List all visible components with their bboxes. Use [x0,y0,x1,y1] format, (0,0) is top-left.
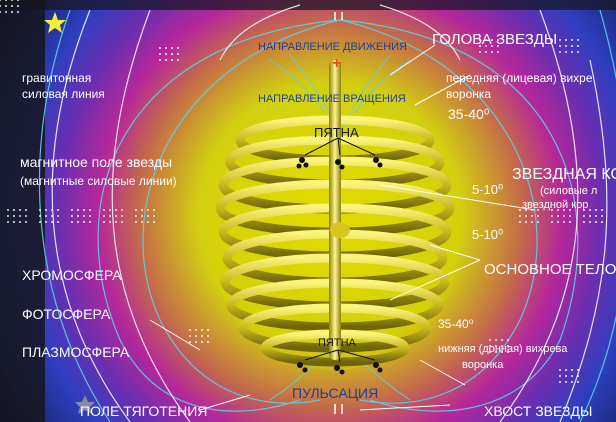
star-core-coils [210,60,460,370]
dot-grids [0,0,603,383]
magnetic-field-label-1: магнитное поле звезды [20,154,173,170]
direction-of-motion-label: НАПРАВЛЕНИЕ ДВИЖЕНИЯ [258,41,407,53]
front-funnel-label-2: воронка [446,87,492,101]
star-crown-label-3: звездной кор [522,199,589,211]
photosphere-label: ФОТОСФЕРА [22,306,111,322]
top-dark-band [0,0,616,10]
motion-plus-icon: + [332,55,342,72]
chromosphere-label: ХРОМОСФЕРА [22,267,122,283]
direction-of-rotation-label: НАПРАВЛЕНИЕ ВРАЩЕНИЯ [258,93,406,105]
front-funnel-label-1: передняя (лицевая) вихре [446,71,593,85]
plasmosphere-label: ПЛАЗМОСФЕРА [22,344,130,360]
left-dark-band [0,0,45,422]
angle-35-40-bottom-label: 35-40⁰ [438,317,474,331]
bottom-funnel-label-1: нижняя (донная) вихрева [438,343,568,355]
gravitational-lines [51,4,608,422]
bottom-funnel-label-2: воронка [462,359,504,371]
pointer-lines [149,44,536,411]
angle-5-10-label-b: 5-10⁰ [472,227,504,242]
main-body-label: ОСНОВНОЕ ТЕЛО [484,261,616,278]
spots-top-label: ПЯТНА [314,125,359,140]
magnetic-field-label-2: (магнитные силовые линии) [20,174,177,188]
star-crown-label-1: ЗВЕЗДНАЯ КО [512,166,616,183]
angle-35-40-top-label: 35-40⁰ [448,106,490,122]
angle-5-10-label-a: 5-10⁰ [472,182,504,197]
gravity-field-label: ПОЛЕ ТЯГОТЕНИЯ [80,403,208,419]
star-head-label: ГОЛОВА ЗВЕЗДЫ [432,31,558,48]
magnetic-field-lines [38,9,616,422]
star-tail-label: ХВОСТ ЗВЕЗДЫ [484,403,593,419]
spot-arrows [304,137,376,363]
spots-bottom-label: ПЯТНА [318,337,356,349]
star-glyphs [44,12,95,414]
spot-clusters [296,157,383,375]
gravitational-line-label-1: гравитонная [22,71,92,85]
star-crown-label-2: (силовые л [540,185,598,197]
pulsation-label: ПУЛЬСАЦИЯ [292,385,379,401]
gravitational-line-label-2: силовая линия [22,87,105,101]
axis-dashes [334,12,343,414]
